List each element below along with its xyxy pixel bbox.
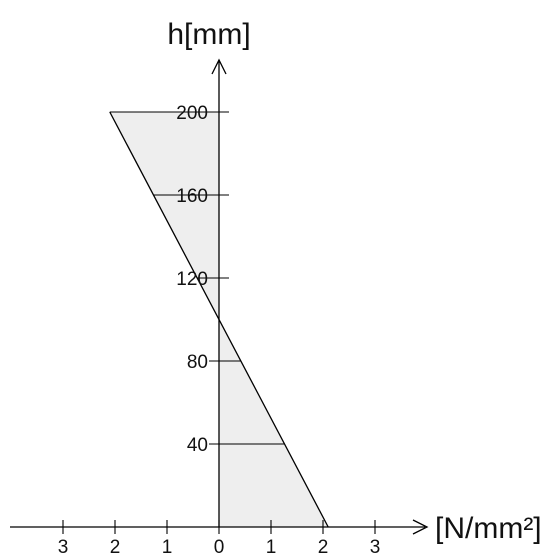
y-tick-label-40: 40 [187, 435, 208, 456]
hatch-lines [109, 111, 285, 445]
x-tick-label-0: 3 [58, 537, 69, 558]
y-axis-title: h[mm] [167, 18, 250, 51]
y-axis-tick-labels: 40 80 120 160 200 [176, 103, 208, 456]
x-axis-arrow-icon [412, 519, 429, 535]
x-tick-label-4: 1 [266, 537, 277, 558]
x-tick-label-6: 3 [370, 537, 381, 558]
x-axis-ticks [62, 520, 376, 534]
y-tick-label-120: 120 [176, 269, 208, 290]
x-tick-label-1: 2 [110, 537, 121, 558]
x-tick-label-3: 0 [214, 537, 225, 558]
y-tick-label-80: 80 [187, 352, 208, 373]
x-axis-tick-labels: 3 2 1 0 1 2 3 [58, 537, 381, 558]
y-axis-arrow-icon [211, 58, 227, 75]
x-tick-label-5: 2 [318, 537, 329, 558]
y-tick-label-200: 200 [176, 103, 208, 124]
x-tick-label-2: 1 [162, 537, 173, 558]
stress-distribution-line [109, 111, 329, 528]
y-axis-ticks [209, 111, 229, 445]
x-axis-title: [N/mm²] [435, 512, 542, 545]
y-tick-label-160: 160 [176, 186, 208, 207]
